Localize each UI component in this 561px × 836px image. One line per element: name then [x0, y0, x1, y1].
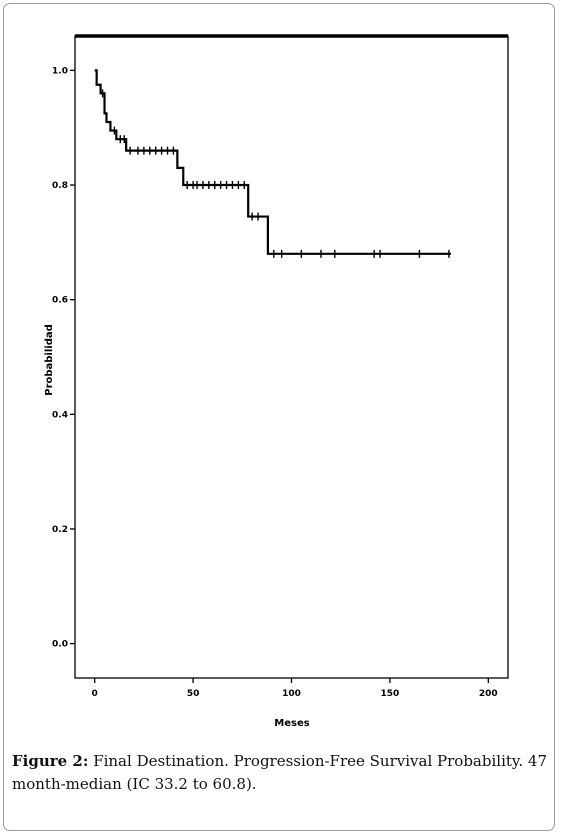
- x-tick-label: 0: [92, 689, 98, 699]
- x-tick-label: 200: [479, 689, 498, 699]
- y-tick-label: 0.6: [52, 296, 68, 306]
- plot-frame: [74, 35, 509, 679]
- plot-area: [74, 34, 509, 679]
- y-tick-label: 0.8: [52, 181, 68, 191]
- y-tick-label: 0.0: [52, 640, 68, 650]
- caption-text: Final Destination. Progression-Free Surv…: [12, 752, 548, 793]
- y-tick-label: 0.2: [52, 525, 68, 535]
- survival-chart: 0.0 0.2 0.4 0.6 0.8 1.0 0 50 100 150 200 Probabil…: [44, 34, 509, 729]
- figure-frame: [3, 3, 555, 831]
- survival-curve: [94, 69, 451, 255]
- y-axis-title: Probabilidad: [44, 324, 55, 396]
- y-ticks: 0.0 0.2 0.4 0.6 0.8 1.0: [52, 66, 75, 650]
- x-ticks: 0 50 100 150 200: [92, 678, 498, 699]
- x-tick-label: 50: [187, 689, 200, 699]
- y-tick-label: 0.4: [52, 410, 68, 420]
- censor-marks: [101, 89, 450, 258]
- x-axis-title: Meses: [274, 718, 309, 729]
- x-tick-label: 100: [282, 689, 301, 699]
- survival-step-line: [94, 69, 451, 255]
- figure-caption: Figure 2: Final Destination. Progression…: [12, 750, 547, 796]
- y-tick-label: 1.0: [52, 66, 68, 76]
- caption-label: Figure 2:: [12, 752, 89, 770]
- x-tick-label: 150: [381, 689, 400, 699]
